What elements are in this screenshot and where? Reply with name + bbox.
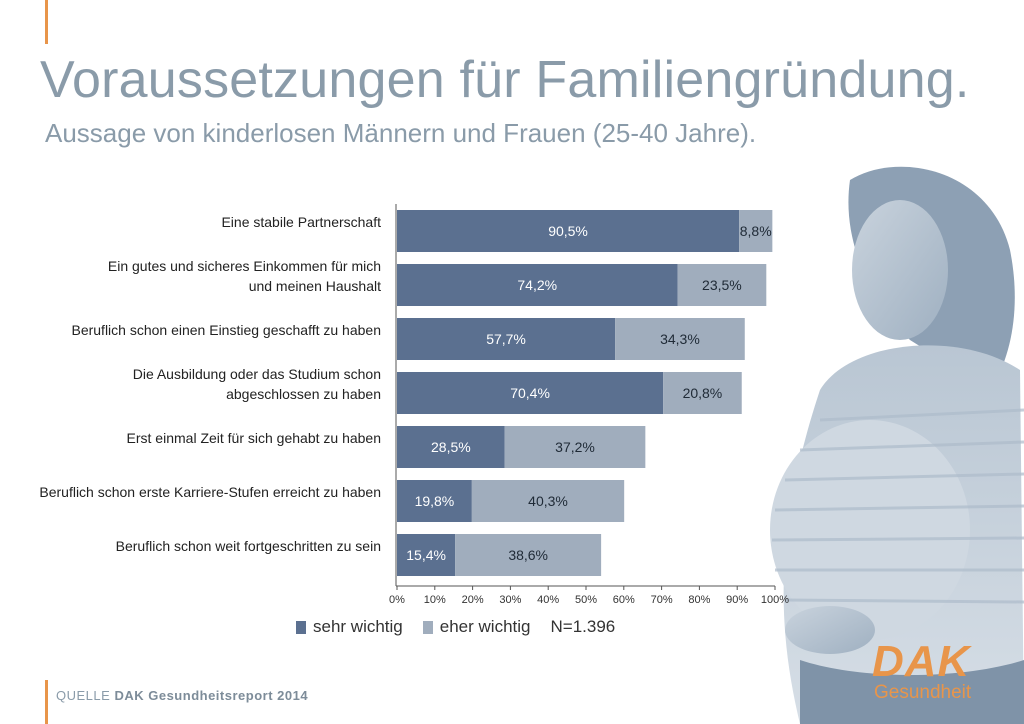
legend-swatch-eher: [422, 620, 433, 634]
bar-sehr-wichtig: [397, 264, 678, 306]
x-tick-label: 0%: [389, 594, 405, 606]
page-subtitle: Aussage von kinderlosen Männern und Frau…: [45, 118, 757, 148]
x-tick-label: 100%: [761, 594, 789, 606]
category-label: Die Ausbildung oder das Studium schon: [133, 366, 381, 382]
x-tick-label: 60%: [613, 594, 635, 606]
data-label-sehr: 74,2%: [517, 277, 557, 293]
bar-eher-wichtig: [615, 318, 745, 360]
pregnant-woman-photo: [760, 160, 1024, 724]
bar-eher-wichtig: [663, 372, 742, 414]
x-tick-label: 70%: [651, 594, 673, 606]
source-text: Gesundheitsreport 2014: [148, 688, 309, 703]
bar-eher-wichtig: [504, 426, 646, 468]
category-label: und meinen Haushalt: [249, 278, 381, 294]
data-label-sehr: 90,5%: [548, 223, 588, 239]
legend-item-eher: eher wichtig: [422, 617, 531, 637]
x-tick-label: 40%: [537, 594, 559, 606]
category-label: Ein gutes und sicheres Einkommen für mic…: [108, 258, 381, 274]
logo-dak-text: DAK: [872, 637, 971, 686]
accent-line-top: [45, 0, 48, 44]
bar-eher-wichtig: [739, 210, 773, 252]
x-tick-label: 80%: [688, 594, 710, 606]
data-label-eher: 40,3%: [528, 493, 568, 509]
legend-label-eher: eher wichtig: [439, 617, 531, 636]
x-tick-label: 10%: [424, 594, 446, 606]
category-label: Beruflich schon weit fortgeschritten zu …: [116, 538, 381, 554]
x-tick-label: 20%: [462, 594, 484, 606]
bar-sehr-wichtig: [397, 480, 472, 522]
source-credit: QUELLE DAK Gesundheitsreport 2014: [56, 688, 308, 703]
bar-sehr-wichtig: [397, 534, 456, 576]
x-tick-label: 90%: [726, 594, 748, 606]
data-label-eher: 8,8%: [740, 223, 772, 239]
data-label-eher: 20,8%: [683, 385, 723, 401]
legend-swatch-sehr: [296, 620, 306, 634]
bar-eher-wichtig: [471, 480, 625, 522]
category-label: Erst einmal Zeit für sich gehabt zu habe…: [127, 430, 381, 446]
category-label: Beruflich schon einen Einstieg geschafft…: [71, 322, 381, 338]
category-label: Beruflich schon erste Karriere-Stufen er…: [39, 484, 381, 500]
accent-line-bottom: [45, 680, 48, 724]
data-label-sehr: 28,5%: [431, 439, 471, 455]
data-label-eher: 23,5%: [702, 277, 742, 293]
bar-eher-wichtig: [677, 264, 767, 306]
sample-size-label: N=1.396: [550, 617, 616, 636]
x-tick-label: 50%: [575, 594, 597, 606]
bar-eher-wichtig: [455, 534, 602, 576]
bar-sehr-wichtig: [397, 372, 664, 414]
data-label-sehr: 70,4%: [510, 385, 550, 401]
data-label-eher: 37,2%: [555, 439, 595, 455]
legend-item-sehr: sehr wichtig: [296, 617, 403, 637]
data-label-sehr: 57,7%: [486, 331, 526, 347]
source-prefix: QUELLE: [56, 688, 111, 703]
legend-label-sehr: sehr wichtig: [313, 617, 403, 636]
bar-sehr-wichtig: [397, 318, 616, 360]
category-label: Eine stabile Partnerschaft: [221, 214, 381, 230]
data-label-sehr: 15,4%: [406, 547, 446, 563]
data-label-eher: 34,3%: [660, 331, 700, 347]
chart-legend: sehr wichtig eher wichtig N=1.396: [296, 616, 615, 638]
x-tick-label: 30%: [499, 594, 521, 606]
data-label-eher: 38,6%: [508, 547, 548, 563]
category-label: abgeschlossen zu haben: [226, 386, 381, 402]
source-brand: DAK: [114, 688, 145, 703]
bar-sehr-wichtig: [397, 210, 740, 252]
bar-sehr-wichtig: [397, 426, 505, 468]
dak-logo: DAK Gesundheit: [872, 640, 984, 706]
page-title: Voraussetzungen für Familiengründung.: [40, 51, 970, 109]
logo-subtitle: Gesundheit: [874, 682, 972, 703]
data-label-sehr: 19,8%: [415, 493, 455, 509]
